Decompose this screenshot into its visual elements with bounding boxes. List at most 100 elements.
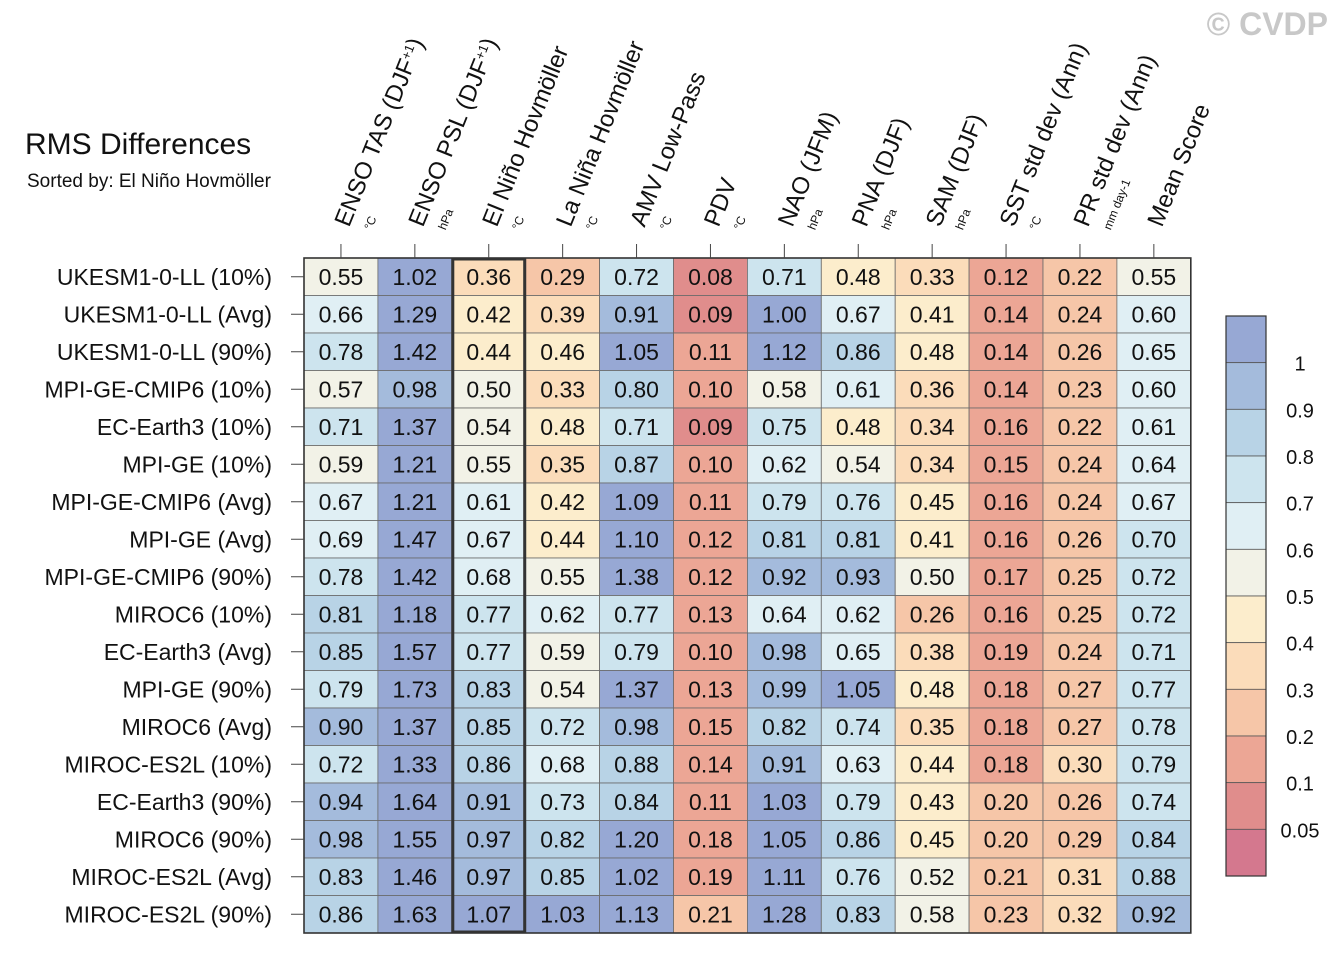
heatmap-cell: [673, 857, 748, 896]
heatmap-cell: [820, 820, 896, 859]
cell-value-label: 0.81: [319, 601, 364, 627]
cell-value-label: 1.42: [392, 564, 437, 590]
cell-value-label: 0.32: [1058, 901, 1103, 927]
cell-value-label: 0.27: [1058, 714, 1103, 740]
heatmap-cell: [968, 632, 1044, 671]
row-label: MPI-GE (Avg): [129, 526, 272, 552]
cell-value-label: 0.91: [466, 789, 511, 815]
colorbar-segment: [1225, 642, 1267, 690]
cell-value-label: 1.73: [392, 676, 437, 702]
copyright-watermark: © CVDP: [1206, 6, 1328, 42]
cell-value-label: 1.55: [392, 826, 437, 852]
colorbar-tick-label: 0.7: [1286, 494, 1314, 516]
cell-value-label: 0.73: [540, 789, 585, 815]
cell-value-label: 0.33: [910, 264, 955, 290]
heatmap-cell: [1042, 707, 1118, 746]
cell-value-label: 0.62: [762, 451, 807, 477]
cell-value-label: 0.24: [1058, 639, 1103, 665]
heatmap-cell: [525, 595, 601, 634]
column-unit-label: °C: [583, 214, 601, 232]
cell-value-label: 0.79: [614, 639, 659, 665]
heatmap-cell: [525, 445, 601, 484]
row-label: UKESM1-0-LL (10%): [57, 264, 272, 290]
cell-value-label: 0.59: [540, 639, 585, 665]
cell-value-label: 0.60: [1131, 301, 1176, 327]
colorbar-tick-label: 0.9: [1286, 400, 1314, 422]
heatmap-cell: [747, 632, 822, 671]
heatmap-cell: [1042, 595, 1118, 634]
heatmap-cell: [1116, 257, 1192, 296]
row-label: EC-Earth3 (Avg): [104, 639, 272, 665]
cell-value-label: 0.67: [836, 301, 881, 327]
cell-value-label: 0.11: [689, 789, 732, 815]
cell-value-label: 0.26: [1058, 339, 1103, 365]
cell-value-label: 0.18: [688, 826, 733, 852]
heatmap-cell: [451, 595, 527, 634]
heatmap-cell: [525, 520, 601, 559]
row-label: MPI-GE (10%): [122, 451, 272, 477]
heatmap-cell: [1042, 445, 1118, 484]
column-unit-label: °C: [657, 214, 675, 232]
cell-value-label: 0.61: [1131, 414, 1176, 440]
row-label: MIROC6 (10%): [115, 601, 272, 627]
heatmap-cell: [377, 707, 453, 746]
cell-value-label: 1.63: [392, 901, 437, 927]
heatmap-cell: [1042, 407, 1118, 446]
heatmap-cell: [377, 895, 453, 934]
colorbar-segment: [1225, 735, 1267, 784]
column-unit-label: hPa: [879, 206, 900, 231]
cell-value-label: 0.35: [910, 714, 955, 740]
row-label: MIROC-ES2L (90%): [65, 901, 272, 927]
cell-value-label: 1.42: [392, 339, 437, 365]
heatmap-cell: [747, 595, 822, 634]
heatmap-cell: [673, 520, 748, 559]
heatmap-cell: [1116, 520, 1192, 559]
row-label: UKESM1-0-LL (90%): [57, 339, 272, 365]
cell-value-label: 0.48: [836, 264, 881, 290]
cell-value-label: 0.55: [540, 564, 585, 590]
heatmap-cell: [1042, 482, 1118, 521]
cell-value-label: 0.17: [984, 564, 1029, 590]
colorbar-tick-label: 1: [1294, 354, 1305, 376]
cell-value-label: 0.79: [836, 789, 881, 815]
cell-value-label: 0.12: [688, 526, 733, 552]
cell-value-label: 0.50: [466, 376, 511, 402]
cell-value-label: 0.92: [1131, 901, 1176, 927]
heatmap-cell: [747, 670, 822, 709]
row-label: MPI-GE-CMIP6 (90%): [45, 564, 272, 590]
row-label: MIROC-ES2L (10%): [65, 751, 272, 777]
heatmap-cell: [377, 632, 453, 671]
heatmap-cell: [673, 670, 748, 709]
heatmap-cell: [820, 895, 896, 934]
colorbar-tick-label: 0.5: [1286, 587, 1314, 609]
heatmap-cell: [525, 895, 601, 934]
cell-value-label: 0.85: [319, 639, 364, 665]
heatmap-cell: [451, 857, 527, 896]
colorbar-segment: [1225, 782, 1267, 830]
cell-value-label: 0.61: [466, 489, 511, 515]
cell-value-label: 0.77: [466, 601, 511, 627]
cell-value-label: 0.20: [984, 789, 1029, 815]
heatmap-cell: [525, 745, 601, 784]
cell-value-label: 0.55: [319, 264, 364, 290]
heatmap-cell: [894, 857, 970, 896]
heatmap-cell: [599, 595, 674, 634]
row-label: MIROC6 (Avg): [122, 714, 272, 740]
cell-value-label: 0.26: [1058, 526, 1103, 552]
cell-value-label: 0.69: [319, 526, 364, 552]
cell-value-label: 0.65: [836, 639, 881, 665]
cell-value-label: 0.97: [466, 826, 511, 852]
column-label: AMV Low-Pass: [625, 68, 711, 230]
cell-value-label: 0.92: [762, 564, 807, 590]
cell-value-label: 0.39: [540, 301, 585, 327]
heatmap-cell: [599, 370, 674, 409]
heatmap-cell: [525, 820, 601, 859]
heatmap-cell: [968, 557, 1044, 596]
column-unit-label: hPa: [953, 206, 974, 231]
cell-value-label: 0.12: [688, 564, 733, 590]
heatmap-cell: [303, 407, 379, 446]
heatmap-cell: [968, 482, 1044, 521]
cell-value-label: 1.03: [540, 901, 585, 927]
cell-value-label: 0.99: [762, 676, 807, 702]
heatmap-cell: [303, 707, 379, 746]
